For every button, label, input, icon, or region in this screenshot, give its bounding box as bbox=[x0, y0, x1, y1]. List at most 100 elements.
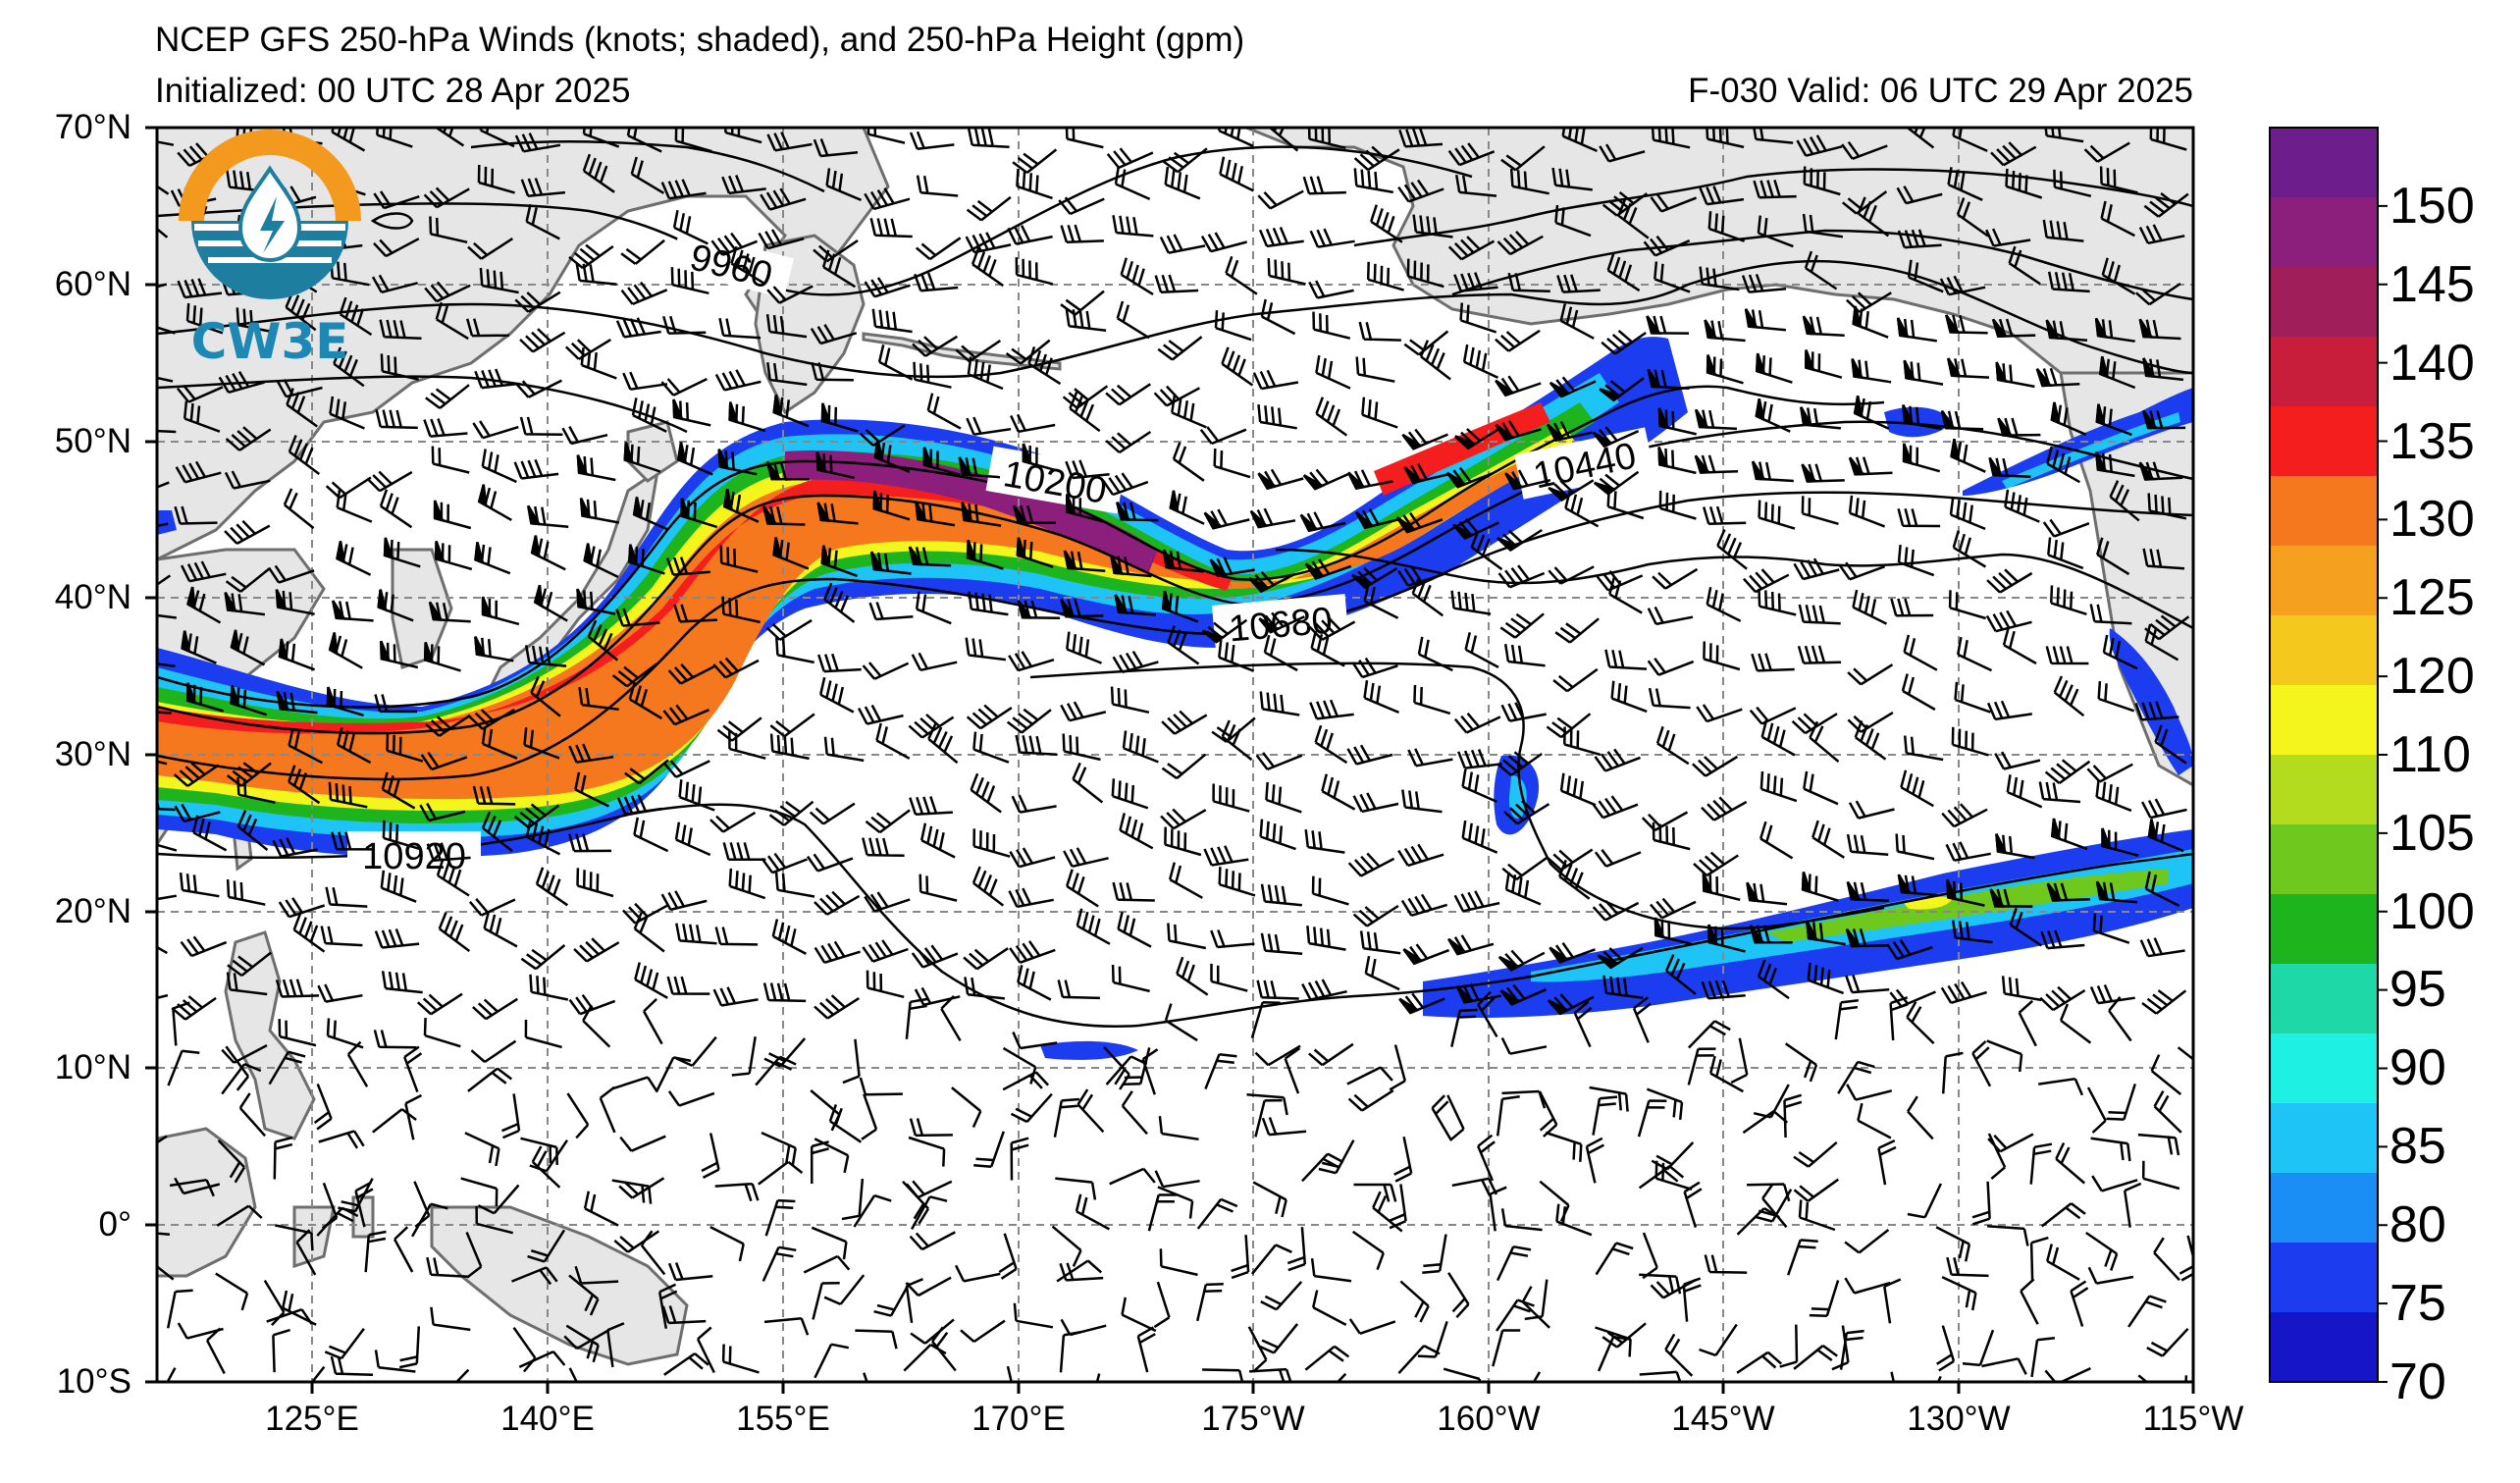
land-north-america bbox=[2059, 371, 2193, 787]
wind-barb-pennant bbox=[1945, 314, 1962, 334]
wind-barb bbox=[1632, 996, 1652, 1043]
wind-barb bbox=[2141, 1160, 2180, 1191]
wind-barb bbox=[611, 1076, 658, 1093]
wind-barb bbox=[2044, 128, 2084, 143]
wind-barb-pennant bbox=[1401, 433, 1424, 450]
wind-barb bbox=[1761, 1183, 1788, 1229]
wind-barb bbox=[814, 1343, 850, 1379]
wind-barb bbox=[1900, 769, 1934, 808]
wind-barb-pennant bbox=[1744, 308, 1759, 329]
wind-barb bbox=[1500, 702, 1547, 722]
wind-barb bbox=[1703, 641, 1741, 671]
lat-label: 10°S bbox=[56, 1362, 131, 1401]
lat-label: 50°N bbox=[54, 422, 131, 460]
wind-barb bbox=[1987, 1133, 2034, 1153]
height-contours bbox=[157, 139, 2193, 1028]
wind-barb bbox=[1945, 841, 1991, 862]
wind-barb-pennant bbox=[1657, 447, 1670, 468]
wind-barb bbox=[416, 992, 463, 1016]
wind-barb bbox=[1397, 179, 1444, 203]
colorbar-tick-label: 110 bbox=[2389, 726, 2471, 783]
wind-barb bbox=[1111, 778, 1149, 810]
colorbar-tick-label: 105 bbox=[2389, 805, 2475, 862]
wind-barb bbox=[1370, 204, 1403, 243]
wind-barb bbox=[1809, 720, 1840, 763]
wind-barb bbox=[1116, 300, 1150, 340]
wind-barb bbox=[157, 376, 174, 383]
wind-barb bbox=[1062, 733, 1101, 762]
wind-barb-pennant bbox=[632, 497, 644, 520]
wind-barb bbox=[1845, 975, 1890, 994]
wind-barb bbox=[1702, 505, 1747, 525]
wind-barb bbox=[971, 866, 1005, 907]
wind-barb bbox=[766, 132, 813, 152]
wind-barb bbox=[1359, 930, 1401, 955]
wind-barb bbox=[763, 1317, 810, 1336]
wind-barb bbox=[810, 324, 858, 345]
lon-label: 130°W bbox=[1907, 1400, 2011, 1438]
wind-barb bbox=[2140, 798, 2187, 820]
wind-barb bbox=[1852, 589, 1888, 625]
wind-barb bbox=[524, 645, 567, 667]
wind-barb bbox=[1363, 583, 1399, 619]
wind-barb bbox=[626, 128, 662, 153]
wind-barb bbox=[1351, 657, 1398, 679]
colorbar-segment bbox=[2270, 197, 2378, 268]
colorbar-tick-label: 90 bbox=[2389, 1039, 2446, 1096]
wind-barb bbox=[2002, 627, 2037, 665]
wind-barb-pennant bbox=[527, 504, 542, 526]
wind-barb bbox=[1847, 663, 1894, 686]
wind-barb-pennant bbox=[762, 505, 778, 525]
wind-barb bbox=[1176, 956, 1209, 996]
wind-barb bbox=[472, 785, 516, 806]
wind-barb bbox=[1267, 257, 1306, 286]
wind-barb bbox=[919, 822, 956, 859]
wind-barb bbox=[1783, 1093, 1803, 1139]
wind-barb bbox=[1056, 1259, 1103, 1283]
wind-barb bbox=[519, 416, 563, 437]
wind-barb bbox=[1699, 185, 1745, 206]
wind-barb bbox=[1168, 862, 1203, 899]
wind-barb bbox=[2049, 585, 2087, 615]
wind-barb bbox=[2091, 1175, 2138, 1192]
wind-barb bbox=[1065, 128, 1104, 149]
wind-barb bbox=[1247, 1326, 1268, 1373]
wind-barb-pennant bbox=[722, 489, 734, 512]
lon-label: 125°E bbox=[265, 1400, 359, 1438]
wind-barb bbox=[1009, 847, 1056, 869]
wind-barb bbox=[618, 1177, 665, 1199]
wind-barb-pennant bbox=[1654, 917, 1666, 939]
wind-barb bbox=[853, 1193, 892, 1228]
wind-barb bbox=[1065, 459, 1110, 480]
wind-barb bbox=[1699, 266, 1740, 291]
wind-barb bbox=[643, 997, 663, 1045]
colorbar-tick-label: 75 bbox=[2389, 1275, 2446, 1332]
wind-barb bbox=[1260, 932, 1303, 955]
wind-barb bbox=[611, 662, 658, 688]
wind-barb bbox=[1793, 1140, 1838, 1168]
wind-barb bbox=[1606, 252, 1641, 292]
wind-barb bbox=[1312, 311, 1351, 340]
wind-barb bbox=[467, 238, 513, 260]
wind-barb bbox=[176, 385, 224, 403]
wind-barb bbox=[1257, 189, 1304, 210]
wind-barb bbox=[501, 1093, 521, 1139]
wind-barb-pennant bbox=[383, 537, 394, 560]
wind-barb bbox=[1658, 490, 1697, 520]
wind-barb bbox=[1352, 904, 1399, 927]
wind-barb bbox=[1489, 1186, 1507, 1232]
wind-barb bbox=[1500, 1208, 1543, 1232]
wind-barb bbox=[425, 714, 471, 737]
wind-barb-pennant bbox=[772, 537, 783, 560]
wind-barb bbox=[663, 1352, 709, 1376]
wind-barb-pennant bbox=[435, 540, 446, 563]
wind-barb bbox=[634, 962, 668, 999]
lat-label: 60°N bbox=[54, 265, 131, 303]
wind-barb bbox=[1650, 193, 1698, 213]
wind-barb bbox=[185, 303, 224, 335]
colorbar-segment bbox=[2270, 337, 2378, 407]
wind-barb-pennant bbox=[1022, 443, 1033, 466]
contour-mid bbox=[1275, 548, 2193, 630]
wind-barb bbox=[862, 662, 910, 680]
wind-barb bbox=[718, 317, 761, 340]
